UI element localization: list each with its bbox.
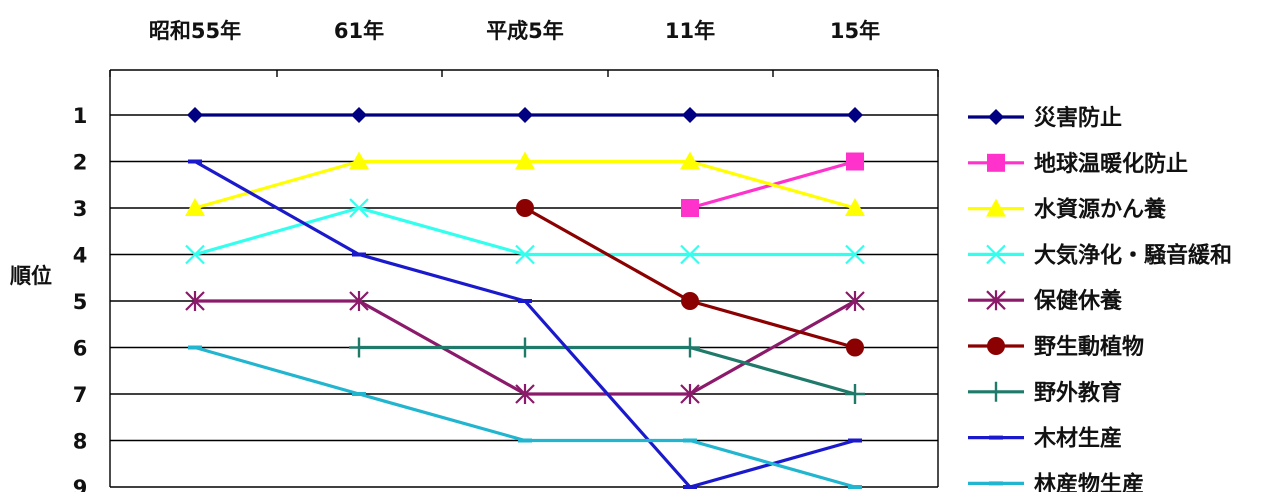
y-tick-label: 4 (73, 244, 88, 268)
series-line (359, 345, 856, 396)
data-point (515, 384, 535, 404)
x-tick-label: 昭和55年 (149, 19, 241, 43)
legend-item: 大気浄化・騒音緩和 (968, 242, 1232, 268)
series-1 (187, 107, 863, 123)
data-point (680, 151, 700, 170)
legend-label: 木材生産 (1033, 426, 1122, 452)
legend-item: 災害防止 (968, 105, 1122, 131)
data-point (187, 107, 203, 123)
legend-swatch-marker (988, 109, 1004, 125)
legend-label: 保健休養 (1033, 288, 1122, 314)
data-point (185, 198, 205, 216)
x-tick-label: 11年 (665, 19, 715, 43)
data-point (681, 292, 699, 310)
data-point (349, 151, 369, 170)
data-point (351, 107, 367, 123)
legend-swatch-marker (987, 153, 1005, 172)
y-tick-label: 2 (73, 151, 88, 175)
legend-item: 保健休養 (968, 288, 1122, 314)
y-tick-label: 9 (73, 476, 88, 492)
y-tick-label: 7 (73, 383, 88, 407)
data-point (515, 337, 535, 358)
series-line (524, 206, 856, 350)
series-lines (185, 107, 865, 489)
legend-label: 林産物生産 (1034, 471, 1144, 492)
y-tick-label: 1 (73, 104, 88, 128)
data-point (680, 384, 700, 404)
data-point (515, 151, 535, 170)
data-point (846, 338, 864, 357)
x-tick-label: 平成5年 (486, 19, 564, 43)
data-point (682, 107, 698, 123)
legend-swatch-marker (986, 198, 1006, 217)
series-line (194, 345, 856, 489)
y-tick-label: 3 (73, 197, 88, 221)
legend: 災害防止地球温暖化防止水資源かん養大気浄化・騒音緩和保健休養野生動植物野外教育木… (968, 105, 1232, 492)
x-axis-tick-labels: 昭和55年 61年 平成5年 11年 15年 (149, 19, 880, 43)
series-3 (185, 151, 865, 216)
legend-item: 水資源かん養 (968, 197, 1166, 223)
y-tick-label: 6 (73, 337, 88, 361)
legend-swatch-marker (986, 290, 1006, 311)
legend-item: 野外教育 (968, 380, 1122, 406)
data-point (845, 198, 865, 216)
y-tick-label: 5 (73, 290, 88, 314)
series-9 (188, 345, 862, 489)
legend-item: 野生動植物 (968, 334, 1144, 360)
x-tick-label: 61年 (334, 19, 384, 43)
data-point (349, 337, 369, 358)
legend-label: 野生動植物 (1034, 334, 1144, 360)
data-point (516, 199, 534, 217)
legend-swatch-marker (986, 244, 1006, 265)
data-point (846, 152, 864, 171)
data-point (349, 198, 369, 218)
legend-label: 野外教育 (1034, 380, 1122, 406)
y-axis-label: 順位 (10, 264, 52, 288)
y-axis-tick-labels: 1 2 3 4 5 6 7 8 9 (73, 104, 88, 492)
data-point (681, 199, 699, 217)
data-point (185, 244, 205, 265)
data-point (845, 384, 865, 404)
legend-label: 災害防止 (1034, 105, 1122, 131)
legend-item: 木材生産 (968, 426, 1122, 452)
series-7 (349, 337, 865, 404)
series-8 (188, 159, 862, 489)
data-point (845, 291, 865, 311)
legend-label: 水資源かん養 (1034, 197, 1166, 223)
series-6 (516, 199, 864, 357)
data-point (349, 291, 369, 311)
plot-frame (109, 69, 939, 487)
legend-swatch-marker (987, 337, 1005, 355)
legend-item: 林産物生産 (968, 471, 1144, 492)
legend-label: 地球温暖化防止 (1034, 151, 1188, 177)
data-point (517, 107, 533, 123)
data-point (680, 337, 700, 358)
x-tick-label: 15年 (830, 19, 880, 43)
data-point (680, 244, 700, 265)
data-point (847, 107, 863, 123)
legend-swatch-marker (986, 381, 1006, 402)
data-point (185, 291, 205, 311)
data-point (515, 244, 535, 265)
legend-item: 地球温暖化防止 (968, 151, 1188, 177)
y-tick-label: 8 (73, 430, 88, 454)
legend-label: 大気浄化・騒音緩和 (1034, 242, 1232, 268)
data-point (845, 244, 865, 265)
